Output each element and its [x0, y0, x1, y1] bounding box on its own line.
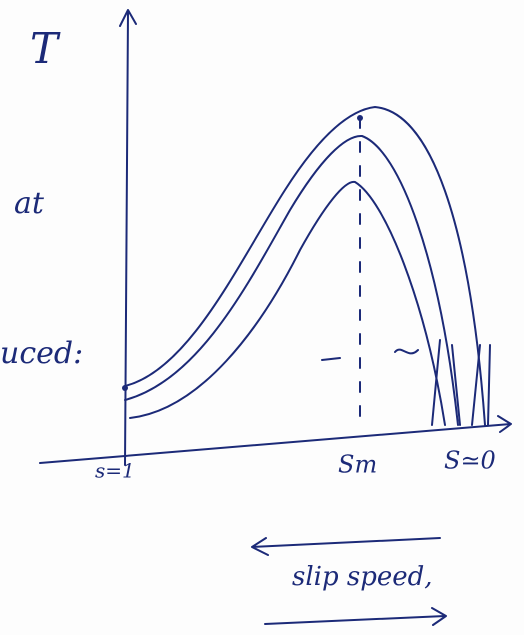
note: at [14, 186, 45, 221]
note: uced: [0, 336, 83, 371]
sketch: T at uced: s=1 Sm S≃0 slip speed, [0, 0, 524, 635]
start-dot [122, 385, 128, 391]
x-label: Sm [338, 451, 377, 479]
arrow-label: slip speed, [292, 562, 433, 592]
y-axis-label: T [30, 24, 61, 73]
x-label: S≃0 [444, 447, 496, 475]
x-label: s=1 [95, 459, 135, 483]
